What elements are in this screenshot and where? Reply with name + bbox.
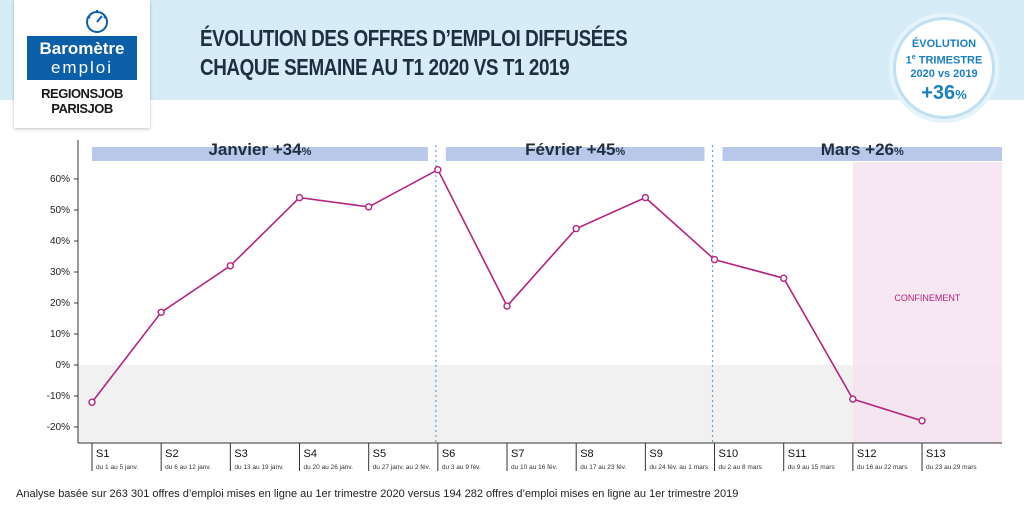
- data-point: [710, 255, 719, 264]
- x-tick-label: S1: [96, 448, 109, 460]
- logo-line2: emploi: [50, 58, 114, 77]
- x-tick-sublabel: du 10 au 16 fév.: [511, 464, 557, 471]
- y-tick-label: 10%: [50, 329, 70, 340]
- negative-zone: [78, 365, 1002, 443]
- x-tick-label: S6: [442, 448, 455, 460]
- badge-line1: ÉVOLUTION: [911, 38, 977, 50]
- data-point: [572, 224, 580, 233]
- x-tick-label: S13: [926, 448, 946, 460]
- x-tick-sublabel: du 6 au 12 janv.: [165, 464, 211, 471]
- footer-note: Analyse basée sur 263 301 offres d’emplo…: [16, 488, 739, 500]
- data-point: [88, 398, 96, 406]
- badge-value: +36%: [921, 81, 967, 104]
- x-tick-sublabel: du 2 au 8 mars: [719, 464, 763, 471]
- evolution-badge: ÉVOLUTION 1e TRIMESTRE 2020 vs 2019 +36%: [893, 17, 995, 119]
- data-point: [849, 395, 857, 403]
- x-tick-label: S7: [511, 448, 524, 460]
- y-tick-label: 0%: [56, 360, 71, 371]
- x-tick-sublabel: du 1 au 5 janv.: [96, 464, 138, 471]
- x-tick-label: S12: [857, 448, 877, 460]
- y-tick-label: 30%: [50, 267, 70, 278]
- month-band: [722, 147, 1002, 161]
- logo-mark: Baromètre emploi: [27, 36, 137, 80]
- x-tick-label: S9: [649, 448, 662, 460]
- data-point: [780, 274, 788, 282]
- x-tick-sublabel: du 9 au 15 mars: [788, 464, 836, 471]
- logo: Baromètre emploi REGIONSJOB PARISJOB: [14, 0, 150, 128]
- y-tick-label: 40%: [50, 236, 70, 247]
- x-tick-label: S4: [304, 448, 317, 460]
- x-tick-label: S5: [373, 448, 386, 460]
- x-tick-label: S11: [788, 448, 807, 460]
- data-point: [157, 308, 165, 316]
- confinement-label: CONFINEMENT: [894, 293, 960, 303]
- data-point: [226, 262, 235, 270]
- title-line1: ÉVOLUTION DES OFFRES D’EMPLOI DIFFUSÉES: [200, 25, 628, 51]
- x-tick-label: S8: [580, 448, 593, 460]
- gauge-icon: [86, 10, 108, 33]
- x-tick-sublabel: du 16 au 22 mars: [857, 464, 908, 471]
- month-label: Mars +26%: [821, 140, 904, 159]
- y-tick-label: 20%: [50, 298, 70, 309]
- confinement-zone: [852, 162, 1002, 443]
- data-point: [295, 193, 304, 202]
- y-tick-label: -20%: [47, 422, 70, 433]
- data-point: [918, 417, 926, 425]
- x-tick-label: S2: [165, 448, 178, 460]
- badge-line3: 2020 vs 2019: [910, 67, 978, 80]
- header-band: [0, 0, 1024, 100]
- brand-regionsjob: REGIONSJOB: [41, 86, 123, 101]
- data-point: [434, 165, 442, 174]
- data-point: [364, 203, 373, 211]
- logo-line1: Baromètre: [39, 39, 125, 58]
- month-label: Février +45%: [525, 140, 625, 159]
- x-tick-sublabel: du 20 au 26 janv.: [304, 464, 354, 471]
- x-tick-sublabel: du 17 au 23 fév.: [580, 464, 626, 471]
- data-point: [503, 302, 511, 310]
- title-line2: CHAQUE SEMAINE AU T1 2020 VS T1 2019: [200, 54, 570, 80]
- badge-line2: 1e TRIMESTRE: [905, 54, 983, 67]
- x-tick-label: S10: [719, 448, 739, 460]
- y-tick-label: 60%: [50, 174, 70, 185]
- y-tick-label: -10%: [47, 391, 70, 402]
- x-tick-sublabel: du 13 au 19 janv.: [234, 464, 284, 471]
- month-label: Janvier +34%: [208, 140, 311, 159]
- month-band: [445, 147, 705, 161]
- brand-parisjob: PARISJOB: [51, 101, 113, 116]
- month-band: [92, 147, 428, 161]
- x-tick-label: S3: [234, 448, 247, 460]
- y-tick-label: 50%: [50, 205, 70, 216]
- page-title: ÉVOLUTION DES OFFRES D’EMPLOI DIFFUSÉES …: [200, 24, 659, 82]
- x-tick-sublabel: du 24 fév. au 1 mars: [649, 464, 709, 471]
- x-tick-sublabel: du 23 au 29 mars: [926, 464, 977, 471]
- x-tick-sublabel: du 3 au 9 fév.: [442, 464, 481, 471]
- x-tick-sublabel: du 27 janv. au 2 fév.: [373, 464, 431, 471]
- data-point: [641, 193, 650, 202]
